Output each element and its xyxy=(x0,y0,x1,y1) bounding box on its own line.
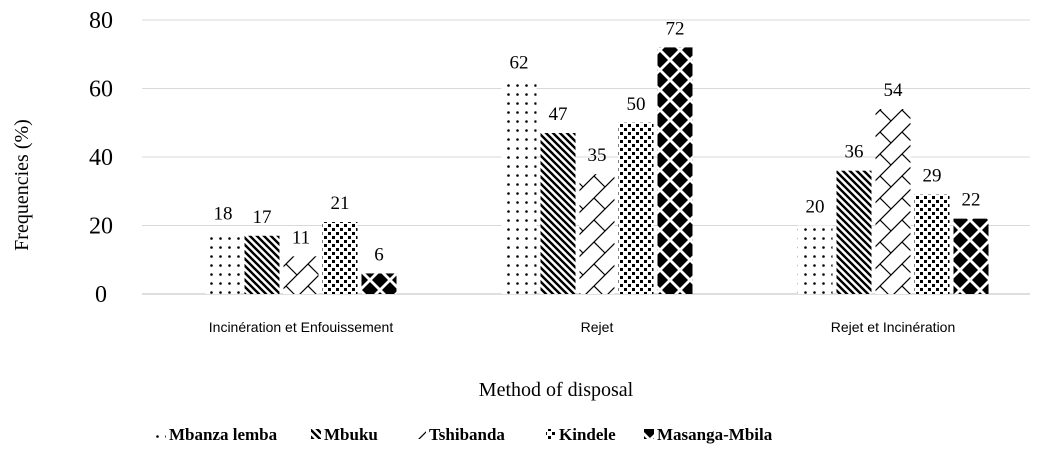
data-label: 11 xyxy=(292,227,310,248)
y-tick-label: 80 xyxy=(89,8,113,34)
bar-masanga-mbila xyxy=(361,273,397,294)
data-label: 6 xyxy=(374,244,384,265)
x-axis-categories: Incinération et Enfouissement Rejet Rejet … xyxy=(209,319,955,335)
legend-swatch xyxy=(311,429,321,439)
legend-label: Tshibanda xyxy=(429,425,505,444)
x-category-label: Incinération et Enfouissement xyxy=(209,319,394,335)
data-label: 54 xyxy=(884,80,904,101)
data-label: 50 xyxy=(627,94,646,115)
y-tick-label: 60 xyxy=(89,77,113,103)
legend-label: Kindele xyxy=(559,425,616,444)
data-label: 62 xyxy=(510,53,529,74)
data-label: 35 xyxy=(588,145,607,166)
data-label: 17 xyxy=(253,207,272,228)
data-label: 29 xyxy=(923,166,942,187)
data-label: 21 xyxy=(331,193,350,214)
bar-tshibanda xyxy=(283,256,319,294)
bar-tshibanda xyxy=(579,174,615,294)
y-tick-label: 40 xyxy=(89,145,113,171)
bar-mbuku xyxy=(540,133,576,294)
x-axis-title: Method of disposal xyxy=(479,379,634,401)
data-label: 72 xyxy=(666,18,685,39)
bar-mbanza-lemba xyxy=(797,225,833,294)
data-label: 20 xyxy=(806,197,825,218)
legend-swatch xyxy=(644,429,654,439)
y-tick-label: 20 xyxy=(89,214,113,240)
y-axis-ticks: 0 20 40 60 80 xyxy=(89,8,113,308)
legend-swatch xyxy=(546,429,556,439)
y-tick-label: 0 xyxy=(95,282,107,308)
x-category-label: Rejet et Incinération xyxy=(831,319,956,335)
bar-mbuku xyxy=(836,170,872,294)
bar-masanga-mbila xyxy=(657,47,693,295)
bar-tshibanda xyxy=(875,109,911,294)
x-category-label: Rejet xyxy=(581,319,614,335)
bar-kindele xyxy=(914,194,950,294)
legend: Mbanza lemba Mbuku Tshibanda Kindele Masanga… xyxy=(156,425,773,444)
data-label: 22 xyxy=(962,190,981,211)
legend-swatch xyxy=(156,429,166,439)
data-label: 18 xyxy=(214,203,233,224)
bar-kindele xyxy=(618,122,654,294)
bars xyxy=(205,47,989,295)
bar-mbanza-lemba xyxy=(501,81,537,295)
y-axis-title: Frequencies (%) xyxy=(11,119,33,251)
data-label: 36 xyxy=(845,142,864,163)
legend-label: Masanga-Mbila xyxy=(657,425,773,444)
legend-label: Mbanza lemba xyxy=(169,425,278,444)
bar-masanga-mbila xyxy=(953,218,989,294)
legend-label: Mbuku xyxy=(324,425,378,444)
bar-kindele xyxy=(322,222,358,294)
bar-mbuku xyxy=(244,235,280,294)
bar-mbanza-lemba xyxy=(205,232,241,294)
legend-swatch xyxy=(416,429,426,439)
data-label: 47 xyxy=(549,104,568,125)
data-labels: 18 17 11 21 6 62 47 35 50 72 20 36 54 29 22 xyxy=(214,18,981,265)
